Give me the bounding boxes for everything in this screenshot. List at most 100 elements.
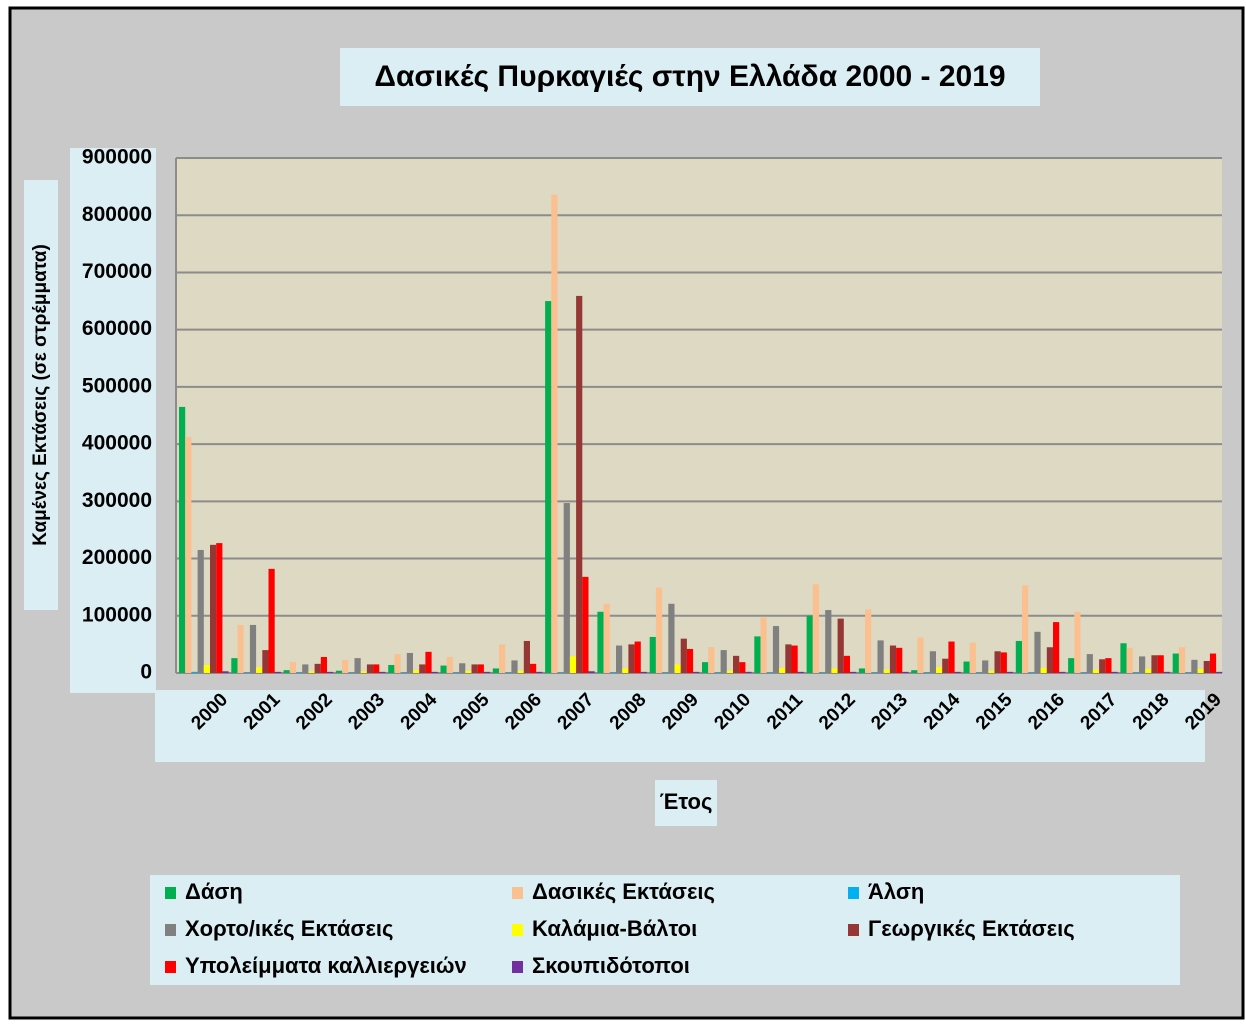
legend-swatch — [512, 924, 523, 936]
bar — [988, 670, 995, 673]
plot-area — [176, 158, 1222, 673]
bar — [413, 670, 420, 673]
bar — [511, 660, 518, 673]
y-tick-label: 300000 — [82, 489, 152, 512]
legend-swatch — [165, 961, 176, 973]
bar — [262, 650, 269, 673]
bar — [425, 651, 432, 673]
bar — [883, 669, 890, 673]
y-tick-label: 100000 — [82, 603, 152, 626]
bar — [766, 672, 773, 673]
x-axis-title: Έτος — [660, 789, 713, 814]
bar — [702, 662, 709, 673]
bar — [825, 610, 832, 673]
bar — [222, 671, 229, 673]
bar — [314, 663, 321, 673]
bar — [616, 645, 623, 673]
bar — [831, 668, 838, 673]
bar — [858, 668, 866, 673]
bar — [806, 615, 813, 673]
bar — [896, 647, 903, 673]
bar — [640, 671, 647, 673]
bar — [256, 667, 263, 673]
bar — [523, 640, 530, 673]
bar — [373, 664, 380, 673]
bar — [459, 663, 466, 673]
bar — [296, 672, 303, 673]
bar — [335, 670, 343, 673]
bar — [348, 672, 355, 673]
bar — [569, 656, 577, 673]
bar — [994, 651, 1001, 673]
bar — [693, 671, 700, 673]
bar — [942, 658, 949, 673]
bar — [1068, 658, 1075, 673]
bar — [708, 647, 715, 673]
bar — [1111, 671, 1118, 673]
bar — [545, 301, 552, 673]
bar — [902, 671, 909, 673]
bar — [1000, 652, 1007, 673]
y-tick-label: 800000 — [82, 203, 152, 226]
bar — [1040, 667, 1047, 673]
bar — [745, 671, 752, 673]
bar — [320, 656, 327, 673]
bar — [819, 672, 826, 673]
title-box — [340, 48, 1040, 106]
y-tick-label: 400000 — [82, 432, 152, 455]
bar — [197, 549, 204, 673]
legend-swatch — [512, 887, 523, 899]
bar — [582, 576, 589, 673]
bar — [609, 672, 616, 673]
bar — [1209, 653, 1217, 673]
bar — [1015, 640, 1022, 673]
y-tick-label: 700000 — [82, 260, 152, 283]
bar — [975, 672, 983, 673]
bar — [1126, 647, 1133, 673]
bar — [289, 662, 296, 673]
bar — [865, 609, 872, 673]
bar — [1163, 671, 1170, 673]
legend-label: Χορτο/ικές Εκτάσεις — [185, 916, 393, 941]
bar — [837, 618, 844, 673]
bar — [655, 587, 663, 673]
bar — [243, 672, 250, 673]
legend-label: Σκουπιδότοποι — [532, 953, 690, 978]
bar — [274, 671, 281, 673]
bar — [1120, 643, 1127, 673]
bar — [760, 617, 767, 673]
bar — [1132, 672, 1139, 673]
bar — [1092, 669, 1100, 673]
bar — [754, 636, 761, 673]
bar — [1028, 672, 1035, 673]
bar — [662, 672, 669, 673]
bar — [283, 670, 290, 673]
bar — [342, 659, 349, 673]
bar — [477, 664, 484, 673]
bar — [1080, 672, 1087, 673]
bar — [982, 660, 989, 673]
legend-label: Δασικές Εκτάσεις — [532, 879, 715, 904]
bar — [680, 638, 687, 673]
bar — [1086, 654, 1093, 673]
legend-label: Γεωργικές Εκτάσεις — [868, 916, 1075, 941]
bar — [871, 672, 878, 673]
bar — [668, 603, 675, 673]
bar — [785, 644, 792, 673]
bar — [674, 664, 681, 673]
bar — [576, 295, 583, 673]
bar — [446, 656, 453, 673]
bar — [406, 652, 413, 673]
legend-swatch — [848, 887, 859, 899]
bar — [268, 568, 275, 673]
bar — [739, 662, 746, 673]
bar — [203, 664, 210, 673]
legend-box — [150, 875, 1180, 985]
y-tick-label: 0 — [140, 661, 152, 684]
bar — [440, 665, 447, 673]
x-tick-box — [155, 690, 1205, 762]
bar — [379, 671, 386, 673]
bar — [302, 664, 309, 673]
bar — [530, 663, 537, 673]
